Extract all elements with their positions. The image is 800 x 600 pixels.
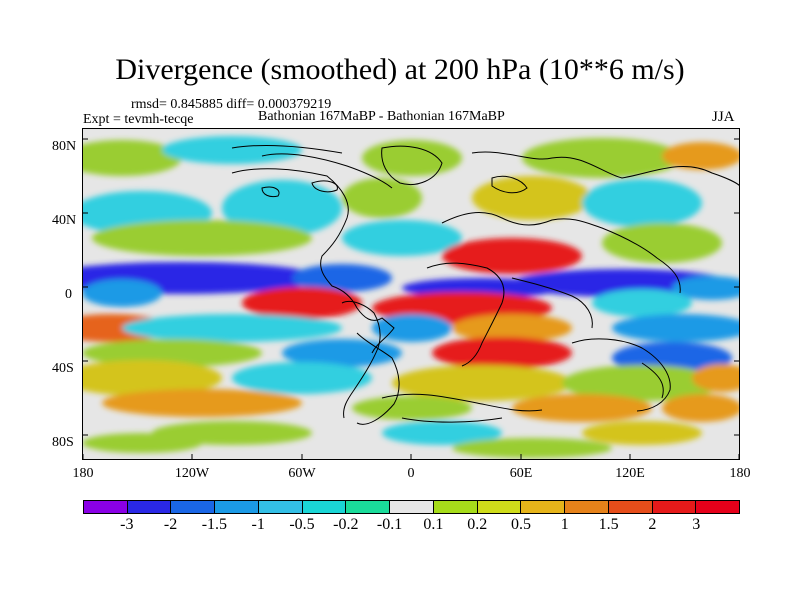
field-region-lightblue <box>82 279 162 307</box>
field-region-green <box>92 220 312 256</box>
field-region-yellow <box>392 365 572 401</box>
lon-label-60e: 60E <box>509 466 533 481</box>
field-region-red <box>432 337 572 369</box>
colorbar-swatch <box>652 501 697 513</box>
field-region-green <box>342 178 422 218</box>
colorbar-label: -0.1 <box>376 516 403 533</box>
colorbar-swatch <box>565 501 609 513</box>
colorbar-swatch <box>696 501 740 513</box>
colorbar-label: -1.5 <box>201 516 228 533</box>
field-region-orange <box>102 389 302 417</box>
field-region-orange <box>662 394 740 422</box>
field-region-blue <box>292 264 392 292</box>
divergence-map <box>82 128 740 460</box>
colorbar-swatch <box>302 501 347 513</box>
colorbar-swatch <box>521 501 566 513</box>
colorbar-label: -3 <box>120 516 134 533</box>
colorbar <box>83 500 740 514</box>
colorbar-label: -0.2 <box>333 516 359 533</box>
colorbar-label: 2 <box>648 516 657 533</box>
field-region-cyan <box>592 289 692 317</box>
colorbar-swatch <box>608 501 653 513</box>
field-region-red <box>242 287 362 319</box>
plot-title: Divergence (smoothed) at 200 hPa (10**6 … <box>115 53 685 86</box>
field-region-yellow <box>582 421 702 445</box>
field-region-lightblue <box>672 276 740 300</box>
colorbar-label: -1 <box>251 516 265 533</box>
field-region-green <box>82 339 262 367</box>
colorbar-swatch <box>390 501 434 513</box>
colorbar-label: 3 <box>692 516 701 533</box>
colorbar-swatch <box>477 501 522 513</box>
colorbar-label: 0.2 <box>467 516 488 533</box>
colorbar-swatch <box>258 501 303 513</box>
field-region-yellow <box>472 176 592 220</box>
lon-label-180e: 180 <box>729 466 751 481</box>
field-region-green <box>452 438 612 458</box>
rmsd-diff-stats: rmsd= 0.845885 diff= 0.000379219 <box>131 97 332 112</box>
field-region-cyan <box>162 136 302 164</box>
lat-label-80s: 80S <box>52 435 74 450</box>
field-region-orange <box>692 364 740 392</box>
field-region-green <box>362 140 462 176</box>
field-region-lightblue <box>612 314 740 342</box>
season-label: JJA <box>712 109 735 125</box>
colorbar-swatch <box>215 501 259 513</box>
field-region-cyan <box>582 179 702 227</box>
colorbar-label: 1.5 <box>598 516 619 533</box>
field-region-green <box>82 140 182 176</box>
field-region-lightblue <box>372 314 452 342</box>
experiment-name: Bathonian 167MaBP - Bathonian 167MaBP <box>258 109 505 124</box>
lon-label-120e: 120E <box>615 466 645 481</box>
field-region-green <box>522 138 682 178</box>
field-region-green <box>352 396 472 420</box>
experiment-id: Expt = tevmh-tecqe <box>83 112 194 127</box>
colorbar-swatch <box>84 501 128 513</box>
field-region-orange <box>452 314 572 342</box>
colorbar-swatch <box>346 501 391 513</box>
colorbar-label: 1 <box>560 516 569 533</box>
lon-label-120w: 120W <box>174 466 210 481</box>
field-region-red <box>442 238 582 274</box>
field-region-green <box>562 365 722 401</box>
colorbar-swatch <box>127 501 172 513</box>
coastlines <box>231 145 740 425</box>
lat-label-0: 0 <box>65 287 72 302</box>
field-region-orange <box>662 142 740 170</box>
lon-label-60w: 60W <box>288 466 316 481</box>
field-region-cyan <box>122 314 342 342</box>
field-region-cyan <box>342 220 462 256</box>
field-region-yellow <box>82 360 222 396</box>
lon-label-180w: 180 <box>72 466 94 481</box>
colorbar-label: -0.5 <box>289 516 315 533</box>
lat-label-40n: 40N <box>52 213 77 228</box>
lat-label-40s: 40S <box>52 361 74 376</box>
field-region-cyan <box>382 421 502 445</box>
field-region-orange <box>512 394 652 422</box>
colorbar-swatch <box>171 501 216 513</box>
colorbar-label: -2 <box>163 516 178 533</box>
field-region-cyan <box>232 362 372 394</box>
field-region-green <box>602 223 722 263</box>
colorbar-label: 0.5 <box>511 516 531 533</box>
lat-label-80n: 80N <box>52 139 77 154</box>
lon-label-0: 0 <box>407 466 415 481</box>
colorbar-swatch <box>433 501 478 513</box>
field-region-green <box>82 433 202 453</box>
colorbar-label: 0.1 <box>423 516 444 533</box>
